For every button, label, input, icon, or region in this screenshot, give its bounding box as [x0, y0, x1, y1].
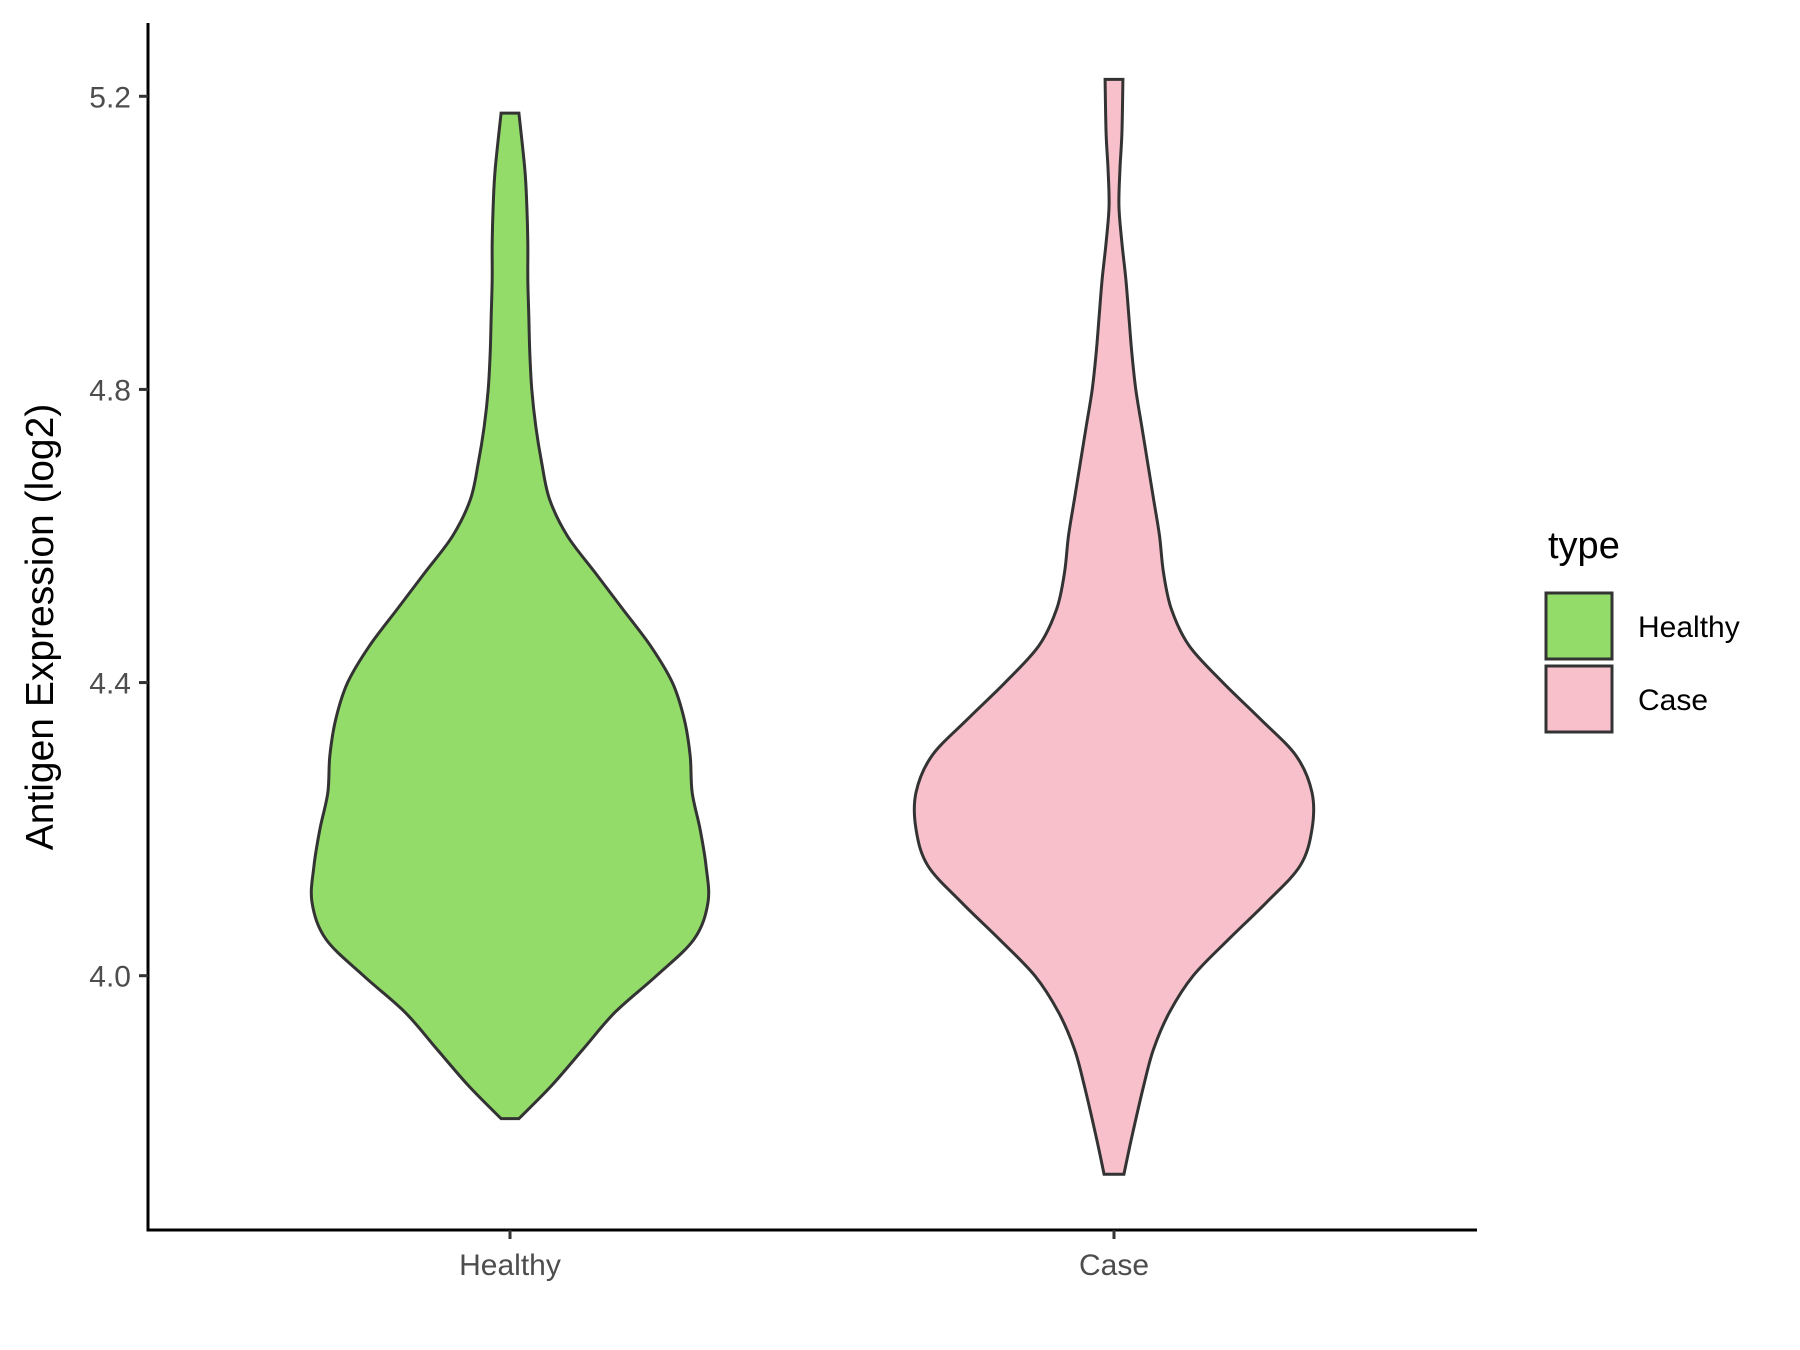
legend-title: type — [1548, 525, 1620, 567]
x-axis-ticks: Healthy Case — [459, 1230, 1149, 1282]
y-axis-title: Antigen Expression (log2) — [19, 404, 62, 851]
legend-label-case: Case — [1638, 684, 1708, 717]
y-axis-ticks: 4.0 4.4 4.8 5.2 — [89, 81, 148, 994]
legend-key-healthy — [1544, 591, 1614, 661]
x-tick-label: Healthy — [459, 1249, 561, 1282]
legend-label-healthy: Healthy — [1638, 611, 1740, 644]
x-tick-label: Case — [1079, 1249, 1149, 1282]
legend: type Healthy Case — [1544, 525, 1740, 734]
violin-layer — [309, 77, 1316, 1176]
legend-key-case — [1544, 664, 1614, 734]
y-tick-label: 4.0 — [89, 961, 131, 994]
y-tick-label: 4.4 — [89, 668, 131, 701]
legend-items: Healthy Case — [1544, 591, 1740, 734]
y-tick-label: 4.8 — [89, 374, 131, 407]
y-tick-label: 5.2 — [89, 81, 131, 114]
violin-healthy — [309, 111, 711, 1121]
violin-case — [912, 77, 1316, 1176]
